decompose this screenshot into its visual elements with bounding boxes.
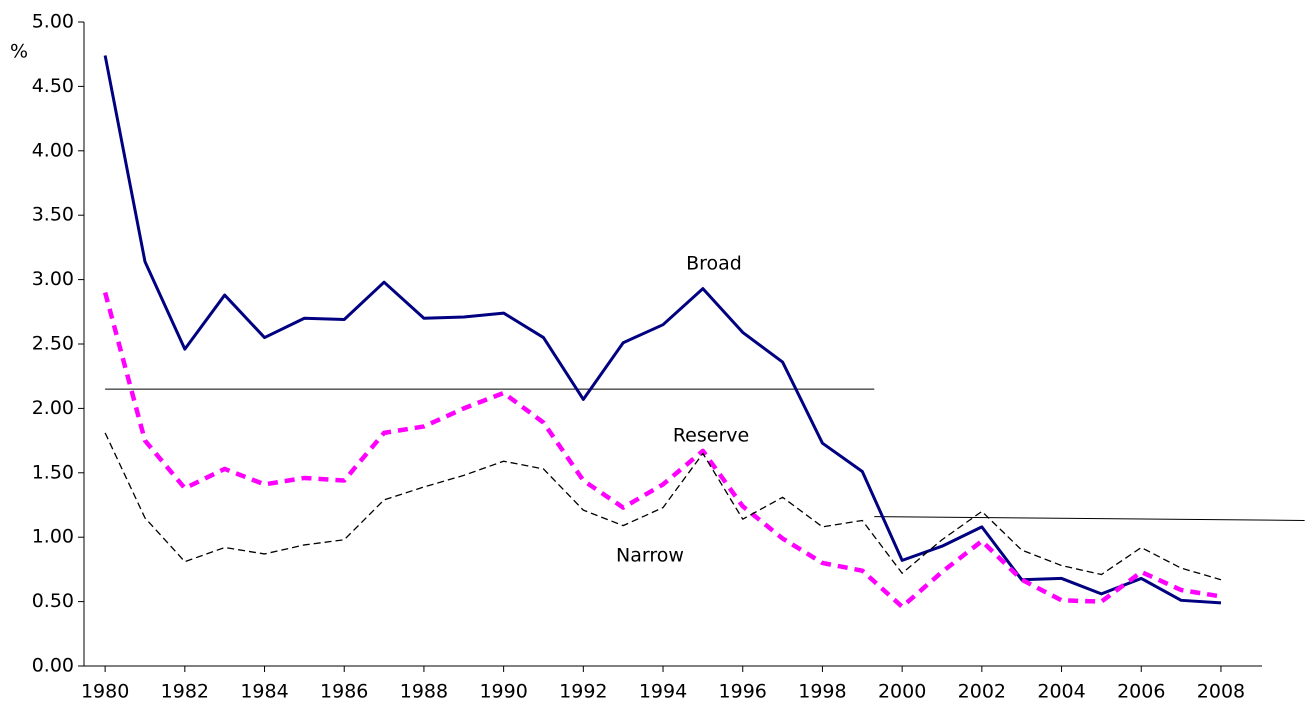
y-tick-label: 1.00	[32, 526, 74, 548]
x-tick-label: 2000	[878, 681, 926, 703]
y-tick-label: 1.50	[32, 461, 74, 483]
y-tick-label: 2.50	[32, 333, 74, 355]
y-tick-label: 3.00	[32, 268, 74, 290]
y-tick-label: 3.50	[32, 204, 74, 226]
series-label: Narrow	[616, 545, 684, 567]
x-tick-label: 2008	[1197, 681, 1245, 703]
y-tick-label: 5.00	[32, 11, 74, 33]
x-tick-label: 1986	[320, 681, 368, 703]
y-unit: %	[10, 41, 28, 63]
x-tick-label: 1996	[719, 681, 767, 703]
x-tick-label: 2004	[1037, 681, 1085, 703]
x-tick-label: 1990	[479, 681, 527, 703]
reference-line	[874, 516, 1305, 521]
y-tick-label: 4.50	[32, 75, 74, 97]
series-line	[103, 55, 1222, 605]
x-tick-label: 1998	[798, 681, 846, 703]
series-line	[104, 432, 1222, 581]
series-label: Broad	[686, 253, 742, 275]
x-tick-label: 1988	[400, 681, 448, 703]
x-tick-label: 1982	[161, 681, 209, 703]
x-tick-label: 1994	[639, 681, 687, 703]
x-tick-label: 1980	[81, 681, 129, 703]
y-tick-label: 0.00	[32, 655, 74, 677]
y-tick-label: 4.00	[32, 139, 74, 161]
x-tick-label: 2002	[958, 681, 1006, 703]
y-tick-label: 2.00	[32, 397, 74, 419]
x-tick-label: 2006	[1117, 681, 1165, 703]
series-label: Reserve	[673, 425, 749, 447]
y-tick-label: 0.50	[32, 590, 74, 612]
x-tick-label: 1992	[559, 681, 607, 703]
x-tick-label: 1984	[240, 681, 288, 703]
series-line	[102, 291, 1222, 610]
